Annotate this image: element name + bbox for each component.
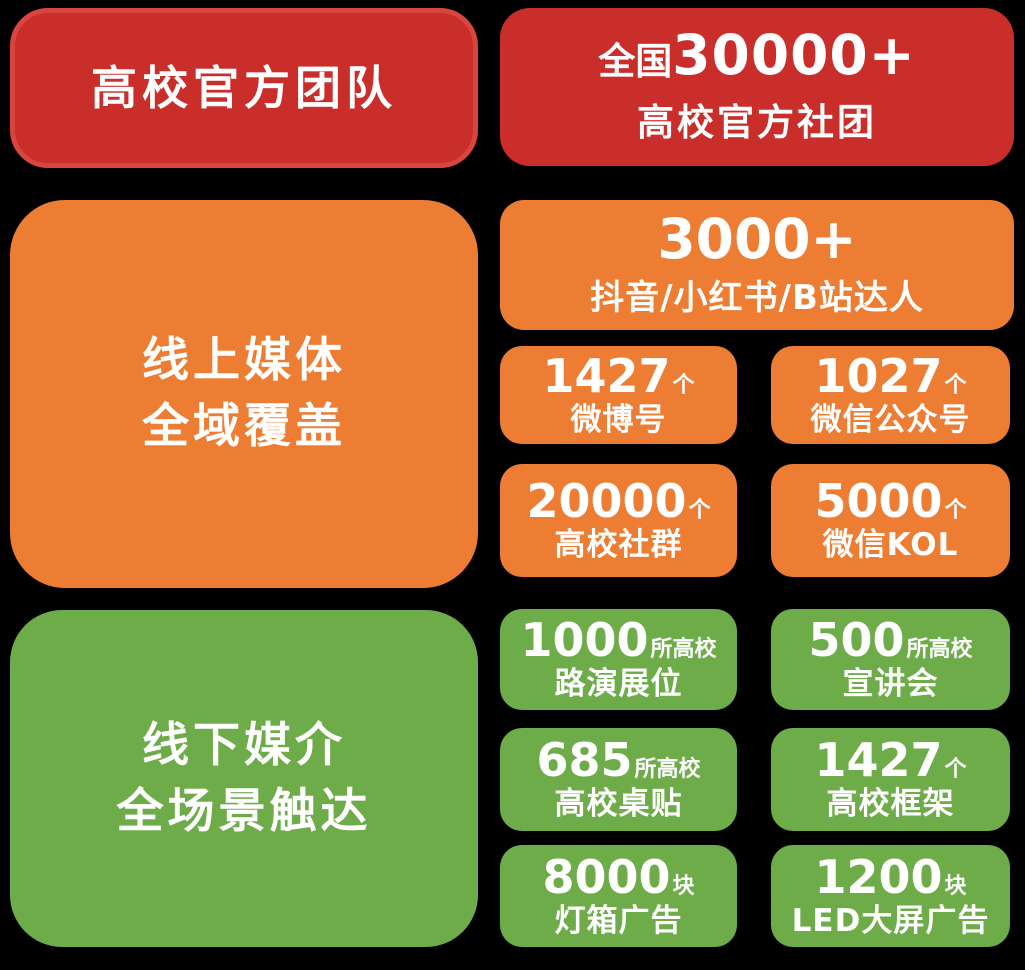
stat-label: 微信公众号: [810, 401, 971, 438]
stat-unit: 块: [944, 873, 967, 899]
stat-number: 30000+: [672, 23, 916, 87]
stat-line: 20000 个: [526, 478, 710, 524]
card-online-media-title: 线上媒体 全域覆盖: [10, 200, 478, 588]
stat-number: 3000+: [657, 206, 857, 271]
card-title: 高校官方团队: [91, 60, 397, 115]
card-weibo-accounts: 1427 个 微博号: [500, 346, 737, 444]
card-wechat-kol: 5000 个 微信KOL: [771, 464, 1010, 577]
stat-prefix: 全国: [598, 40, 673, 83]
stat-label: 高校桌贴: [554, 786, 683, 823]
stat-number: 1427: [814, 733, 943, 788]
stat-line: 1000 所高校: [520, 617, 716, 663]
stat-number: 500: [808, 613, 905, 668]
section-title-line1: 线下媒介: [142, 717, 346, 773]
stat-line: 全国 30000+: [598, 28, 915, 83]
stat-label: 高校社群: [554, 527, 683, 564]
card-national-official-clubs: 全国 30000+ 高校官方社团: [500, 8, 1014, 166]
stat-label: LED大屏广告: [791, 902, 990, 939]
stat-line: 1027 个: [814, 353, 966, 399]
stat-label: 路演展位: [554, 666, 683, 703]
stat-number: 1427: [542, 348, 671, 403]
card-short-video-kol: 3000+ 抖音/小红书/B站达人: [500, 200, 1014, 330]
stat-label: 微信KOL: [822, 527, 959, 564]
stat-line: 1427 个: [542, 353, 694, 399]
stat-unit: 个: [672, 372, 695, 398]
section-title-line2: 全域覆盖: [142, 399, 346, 454]
card-info-sessions: 500 所高校 宣讲会: [771, 609, 1010, 710]
stat-line: 685 所高校: [536, 737, 700, 783]
stat-line: 500 所高校: [808, 617, 972, 663]
stat-unit: 所高校: [634, 757, 701, 783]
card-desk-stickers: 685 所高校 高校桌贴: [500, 728, 737, 831]
stat-number: 1000: [520, 613, 649, 668]
stat-label: 灯箱广告: [554, 902, 683, 939]
card-campus-communities: 20000 个 高校社群: [500, 464, 737, 577]
stat-unit: 所高校: [906, 637, 973, 663]
stat-line: 1200 块: [814, 854, 966, 900]
stat-unit: 所高校: [650, 637, 717, 663]
stat-unit: 个: [688, 498, 711, 524]
stat-label: 高校官方社团: [637, 101, 877, 144]
stat-label: 宣讲会: [842, 666, 939, 703]
stat-unit: 个: [944, 372, 967, 398]
stat-unit: 个: [944, 498, 967, 524]
stat-line: 5000 个: [814, 478, 966, 524]
card-roadshow-booths: 1000 所高校 路演展位: [500, 609, 737, 710]
stat-line: 1427 个: [814, 737, 966, 783]
card-offline-media-title: 线下媒介 全场景触达: [10, 610, 478, 947]
stat-number: 1200: [814, 849, 943, 904]
stat-unit: 个: [944, 757, 967, 783]
stat-label: 微博号: [570, 401, 667, 438]
card-wechat-public-accounts: 1027 个 微信公众号: [771, 346, 1010, 444]
card-lightbox-ads: 8000 块 灯箱广告: [500, 845, 737, 947]
section-title-line2: 全场景触达: [116, 783, 372, 839]
card-campus-frames: 1427 个 高校框架: [771, 728, 1010, 831]
section-title-line1: 线上媒体: [142, 333, 346, 389]
stat-number: 1027: [814, 348, 943, 403]
stat-number: 8000: [542, 849, 671, 904]
stat-number: 685: [536, 733, 633, 788]
stat-number: 20000: [526, 474, 687, 529]
stat-unit: 块: [672, 873, 695, 899]
card-led-screen-ads: 1200 块 LED大屏广告: [771, 845, 1010, 947]
stat-number: 5000: [814, 474, 943, 529]
stat-label: 高校框架: [826, 786, 955, 823]
card-university-official-team: 高校官方团队: [10, 8, 478, 168]
stat-label: 抖音/小红书/B站达人: [590, 277, 924, 318]
stat-line: 8000 块: [542, 854, 694, 900]
